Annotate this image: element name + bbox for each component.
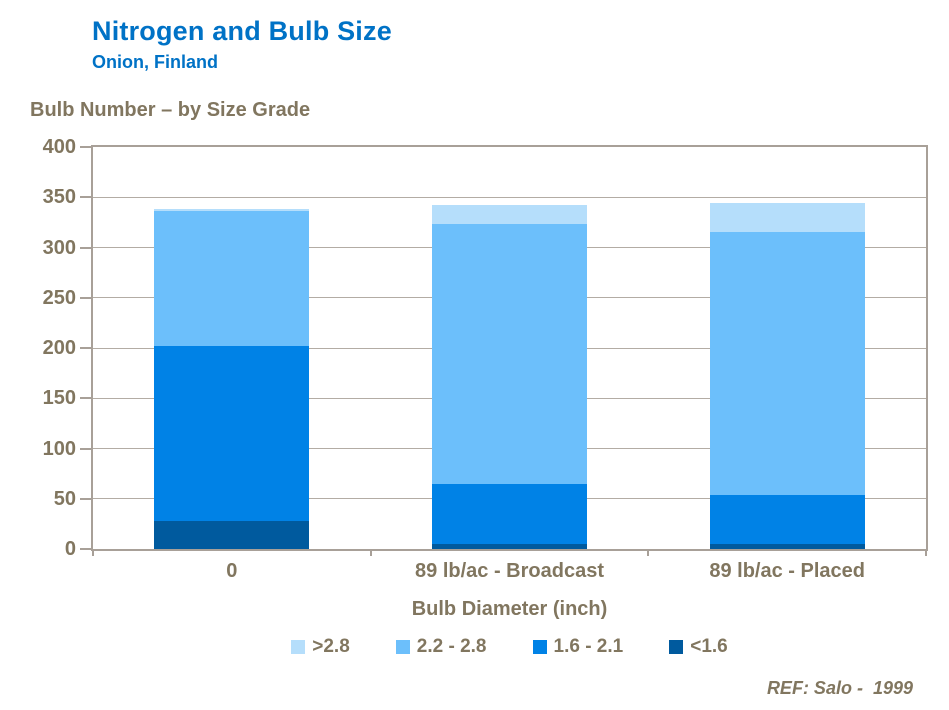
legend-label: >2.8	[312, 636, 350, 657]
bar-segment--2-8	[154, 209, 310, 212]
y-axis-tick-label: 400	[42, 136, 76, 158]
y-axis-tick-mark	[80, 397, 91, 400]
reference-text: REF: Salo - 1999	[766, 678, 913, 698]
bar-segment--1-6	[154, 520, 310, 549]
bar-segment-2-2-2-8	[432, 224, 587, 484]
legend-swatch-icon	[669, 640, 684, 654]
x-axis-labels: 0 89 lb/ac - Broadcast 89 lb/ac - Placed	[91, 560, 928, 584]
x-axis-title: Bulb Diameter (inch)	[411, 598, 608, 620]
y-axis-tick-label: 50	[53, 487, 76, 510]
legend-swatch-icon	[395, 640, 410, 654]
x-axis-tick-mark	[369, 549, 372, 556]
y-axis-tick-mark	[80, 497, 91, 500]
legend-item: >2.8	[291, 636, 350, 658]
x-axis-tick-mark	[92, 549, 94, 556]
x-axis-category-label: 89 lb/ac - Placed	[709, 560, 865, 582]
y-axis-tick-mark	[80, 548, 91, 550]
bar-segment--1-6	[432, 543, 587, 549]
page-title: Nitrogen and Bulb Size	[92, 16, 392, 46]
gridline	[93, 196, 926, 198]
plot-area	[91, 145, 928, 551]
y-axis-tick-mark	[80, 146, 91, 148]
bar-segment-1-6-2-1	[154, 346, 310, 521]
y-axis-tick-label: 0	[64, 538, 76, 560]
legend-swatch-icon	[291, 640, 306, 654]
legend-item: 2.2 - 2.8	[395, 636, 487, 658]
y-axis-tick-label: 250	[42, 286, 76, 309]
y-axis-tick-mark	[80, 296, 91, 299]
y-axis-tick-label: 350	[42, 186, 76, 209]
bar-segment--1-6	[709, 543, 865, 549]
x-axis-category-label: 89 lb/ac - Broadcast	[415, 560, 604, 582]
x-axis-category-label: 0	[226, 560, 238, 582]
y-axis-tick-label: 300	[42, 236, 76, 259]
legend: >2.8 2.2 - 2.8 1.6 - 2.1 <1.6	[91, 636, 928, 658]
bar-segment--2-8	[709, 203, 865, 233]
bar-segment-1-6-2-1	[709, 494, 865, 544]
legend-item: <1.6	[669, 636, 728, 658]
y-axis-tick-label: 150	[42, 387, 76, 410]
x-axis-tick-mark	[647, 549, 650, 556]
bar-segment--2-8	[432, 205, 587, 225]
legend-label: <1.6	[690, 636, 728, 657]
page-subtitle: Onion, Finland	[92, 52, 218, 72]
legend-label: 2.2 - 2.8	[416, 636, 487, 657]
legend-item: 1.6 - 2.1	[532, 636, 624, 658]
bar-segment-2-2-2-8	[709, 232, 865, 495]
legend-swatch-icon	[532, 640, 547, 654]
y-axis-tick-label: 100	[42, 437, 76, 460]
chart-heading: Bulb Number – by Size Grade	[30, 99, 311, 121]
x-axis-tick-mark	[925, 549, 927, 556]
y-axis-tick-label: 200	[42, 337, 76, 359]
legend-label: 1.6 - 2.1	[553, 636, 624, 657]
y-axis-tick-mark	[80, 196, 91, 199]
bar-segment-1-6-2-1	[432, 483, 587, 544]
y-axis-tick-mark	[80, 447, 91, 450]
y-axis-tick-mark	[80, 347, 91, 349]
y-axis-tick-mark	[80, 246, 91, 249]
bar-segment-2-2-2-8	[154, 211, 310, 346]
